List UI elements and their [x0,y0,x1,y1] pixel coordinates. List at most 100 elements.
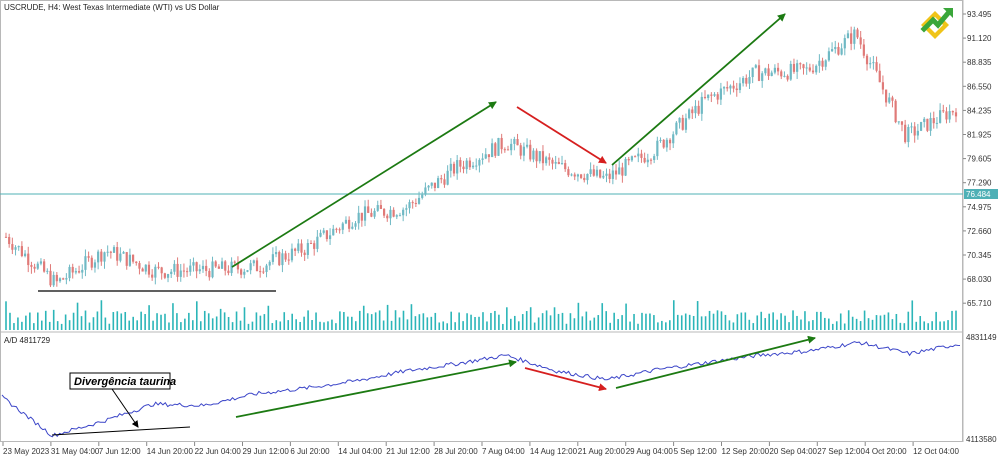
volume-bar [386,304,389,330]
volume-bar [192,320,194,330]
candle-body [252,260,255,264]
time-tick-label: 20 Sep 04:00 [769,447,817,456]
volume-bar [561,312,564,330]
candle-body [719,88,722,100]
candle-body [904,124,907,143]
candle-body [729,85,732,89]
volume-bar [486,321,488,330]
candle-body [43,261,46,272]
candle-body [888,97,891,103]
volume-bar [462,321,464,330]
volume-bar [951,310,953,330]
volume-bar [354,321,357,330]
volume-bar [752,323,755,330]
candle-body [862,44,865,56]
volume-bar [215,316,218,330]
candle-body [119,253,122,261]
volume-bar [625,303,627,330]
candle-body [589,169,592,174]
volume-bar [9,312,11,330]
candle-body [487,154,491,158]
price-tick-label: 88.835 [967,58,992,67]
candle-body [112,247,116,253]
volume-bar [319,321,321,330]
volume-bar [148,305,150,330]
candle-body [116,247,119,261]
candle-body [510,143,513,151]
volume-bar [343,312,345,330]
candle-body [529,144,532,160]
price-axis: 93.495 91.120 88.835 86.550 84.235 81.925 79.6… [963,10,992,308]
volume-bar [585,311,588,330]
volume-bar [653,315,655,330]
volume-bar [589,320,592,330]
volume-bar [160,314,162,330]
candle-body [602,175,605,178]
volume-bar [21,321,23,330]
volume-bar [422,313,425,330]
volume-bar [470,314,472,330]
volume-bar [533,322,536,330]
volume-bar [633,313,635,330]
candle-body [754,65,757,68]
volume-bar [760,311,763,330]
candle-body [897,121,900,123]
volume-bar [851,316,854,330]
volume-bar [513,315,516,330]
candle-body [583,177,586,181]
candle-body [11,244,14,250]
candle-body [900,121,904,125]
candle-body [570,174,573,176]
candle-body [151,274,154,278]
time-tick-label: 4 Oct 20:00 [865,447,907,456]
volume-bar [112,312,115,330]
candle-body [208,270,211,278]
volume-bar [597,315,600,330]
volume-bar [724,314,727,330]
candle-body [265,265,268,272]
volume-bar [239,320,242,330]
candle-body [243,271,246,275]
candle-body [694,105,697,114]
volume-bar [839,313,842,330]
volume-bar [641,312,643,330]
volume-bar [438,322,441,330]
volume-bar [124,311,127,330]
candle-body [30,265,33,267]
volume-bar [506,307,508,330]
volume-bar [923,321,926,330]
candle-body [932,118,935,124]
volume-bar [84,310,87,330]
volume-bar [303,316,305,330]
volume-bar [907,311,910,330]
downtrend-arrow-1 [516,106,607,164]
candle-body [659,139,662,141]
volume-bar [17,317,19,330]
candle-body [834,46,837,50]
current-price-badge [964,189,998,199]
candle-body [808,67,811,71]
volume-bar [661,320,663,330]
time-tick-label: 22 Jun 04:00 [195,447,242,456]
volume-bar [60,323,63,330]
candle-body [348,219,351,229]
candle-body [328,235,332,240]
candle-body [351,226,354,229]
volume-bar [883,314,886,330]
candle-body [287,259,290,261]
candle-body [767,68,770,76]
candle-body [332,228,335,236]
volume-bar [645,313,647,330]
candle-body [656,140,659,157]
volume-bar [33,323,35,330]
candle-body [894,100,897,123]
candle-body [471,165,475,168]
volume-bar [593,317,596,330]
candle-body [255,260,259,272]
volume-bar [665,322,667,330]
volume-bar [295,319,297,330]
candle-body [516,139,519,146]
candle-body [395,215,398,217]
volume-bar [29,312,31,330]
candle-body [678,117,681,123]
